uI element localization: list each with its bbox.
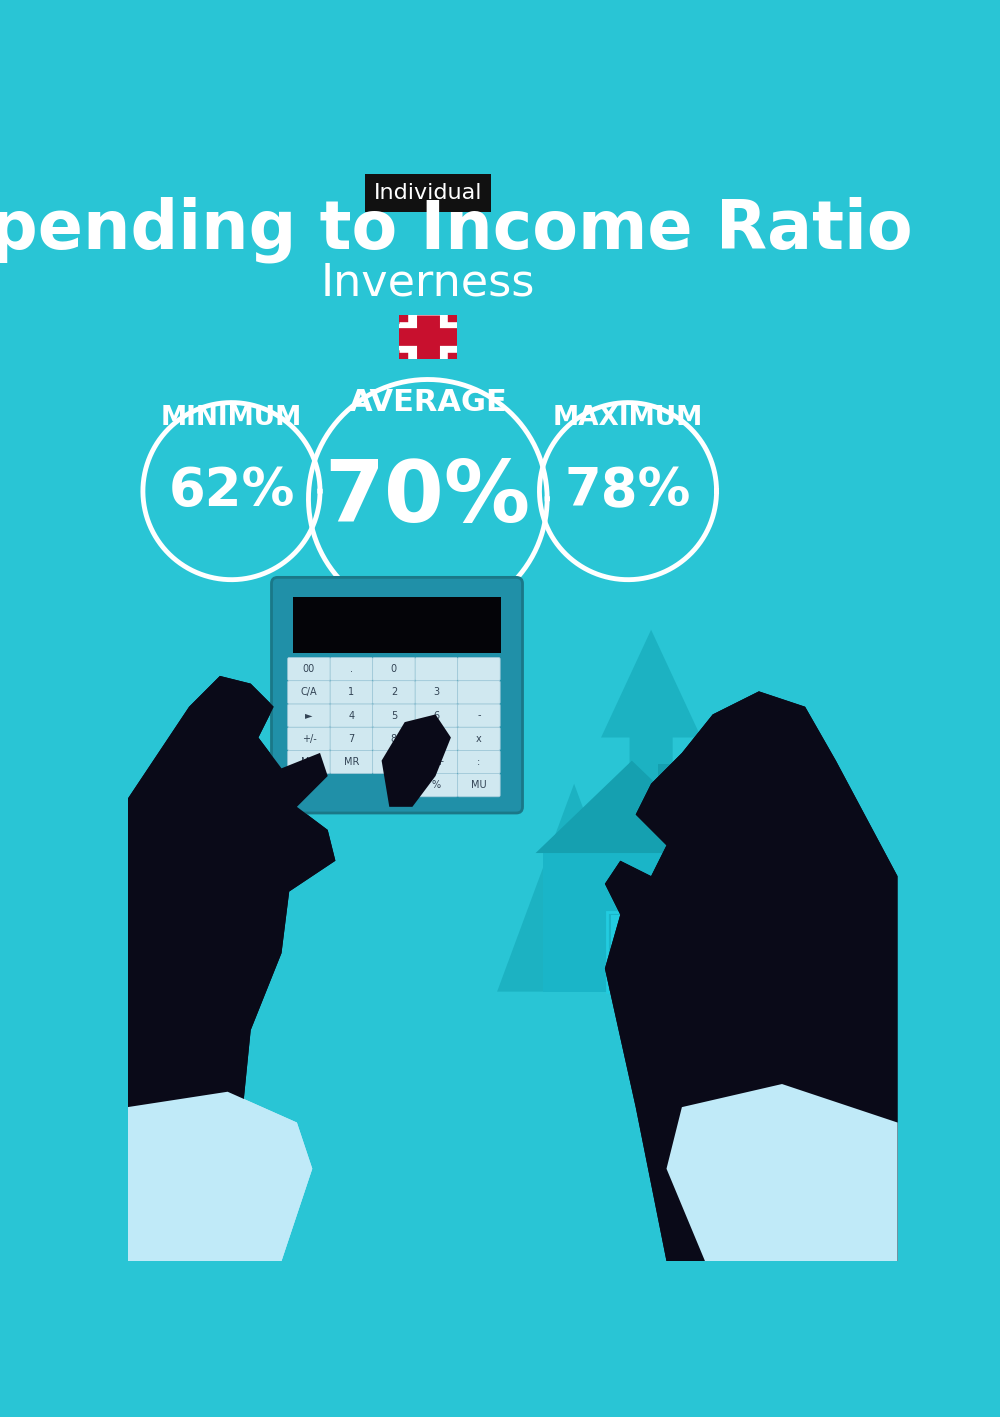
Text: M-: M- xyxy=(388,757,400,767)
FancyBboxPatch shape xyxy=(288,657,330,680)
Text: 7: 7 xyxy=(348,734,355,744)
Text: -: - xyxy=(477,710,481,720)
Text: .: . xyxy=(350,665,353,674)
Text: 0: 0 xyxy=(391,665,397,674)
FancyBboxPatch shape xyxy=(458,727,500,751)
Bar xyxy=(399,315,457,360)
FancyBboxPatch shape xyxy=(458,774,500,796)
Polygon shape xyxy=(536,761,728,853)
Text: Spending to Income Ratio: Spending to Income Ratio xyxy=(0,196,913,262)
FancyBboxPatch shape xyxy=(373,704,415,727)
Text: $: $ xyxy=(792,922,819,961)
Text: x: x xyxy=(476,734,482,744)
Text: :: : xyxy=(477,757,481,767)
FancyBboxPatch shape xyxy=(373,751,415,774)
FancyBboxPatch shape xyxy=(330,727,373,751)
Polygon shape xyxy=(666,1084,898,1261)
FancyBboxPatch shape xyxy=(288,704,330,727)
Text: 5: 5 xyxy=(391,710,397,720)
Bar xyxy=(611,914,649,992)
FancyBboxPatch shape xyxy=(330,657,373,680)
FancyBboxPatch shape xyxy=(415,727,458,751)
FancyBboxPatch shape xyxy=(373,680,415,704)
FancyBboxPatch shape xyxy=(330,704,373,727)
Text: M+: M+ xyxy=(428,757,445,767)
Text: MU: MU xyxy=(471,781,487,791)
Bar xyxy=(794,879,817,898)
Polygon shape xyxy=(128,676,335,1261)
Text: C/A: C/A xyxy=(301,687,317,697)
Polygon shape xyxy=(605,691,898,1261)
Bar xyxy=(705,983,790,992)
Bar xyxy=(607,911,649,992)
FancyBboxPatch shape xyxy=(288,751,330,774)
Text: 8: 8 xyxy=(391,734,397,744)
FancyBboxPatch shape xyxy=(330,680,373,704)
FancyBboxPatch shape xyxy=(415,774,458,796)
Bar xyxy=(705,975,790,982)
FancyBboxPatch shape xyxy=(288,680,330,704)
Text: Individual: Individual xyxy=(374,183,482,203)
Text: MR: MR xyxy=(344,757,359,767)
Text: Inverness: Inverness xyxy=(321,262,535,305)
Bar xyxy=(705,947,790,955)
FancyBboxPatch shape xyxy=(288,727,330,751)
FancyBboxPatch shape xyxy=(458,704,500,727)
Text: MC: MC xyxy=(301,757,317,767)
Text: 3: 3 xyxy=(433,687,439,697)
Text: 62%: 62% xyxy=(168,465,295,517)
Ellipse shape xyxy=(713,896,774,965)
Text: AVERAGE: AVERAGE xyxy=(348,388,507,417)
FancyBboxPatch shape xyxy=(373,657,415,680)
Text: +/-: +/- xyxy=(302,734,316,744)
Text: ►: ► xyxy=(305,710,313,720)
Text: 4: 4 xyxy=(348,710,354,720)
Text: $: $ xyxy=(735,922,752,947)
FancyBboxPatch shape xyxy=(415,704,458,727)
Polygon shape xyxy=(601,629,701,992)
Text: MINIMUM: MINIMUM xyxy=(161,405,302,431)
Text: 70%: 70% xyxy=(325,458,531,540)
Bar xyxy=(293,598,501,653)
FancyBboxPatch shape xyxy=(415,657,458,680)
FancyBboxPatch shape xyxy=(458,657,500,680)
FancyBboxPatch shape xyxy=(458,680,500,704)
Bar xyxy=(543,853,720,992)
Text: 78%: 78% xyxy=(565,465,691,517)
Text: %: % xyxy=(432,781,441,791)
Ellipse shape xyxy=(763,891,847,983)
Text: 6: 6 xyxy=(433,710,439,720)
Polygon shape xyxy=(382,714,451,806)
Polygon shape xyxy=(497,784,651,992)
Polygon shape xyxy=(128,676,335,1261)
Polygon shape xyxy=(666,1084,898,1261)
FancyBboxPatch shape xyxy=(415,751,458,774)
Text: MAXIMUM: MAXIMUM xyxy=(553,405,703,431)
FancyBboxPatch shape xyxy=(330,751,373,774)
FancyBboxPatch shape xyxy=(373,727,415,751)
FancyBboxPatch shape xyxy=(415,680,458,704)
Bar xyxy=(705,965,790,973)
Polygon shape xyxy=(128,1091,312,1261)
Bar xyxy=(705,956,790,964)
FancyBboxPatch shape xyxy=(458,751,500,774)
Text: 2: 2 xyxy=(391,687,397,697)
Text: 9: 9 xyxy=(433,734,439,744)
Text: 1: 1 xyxy=(348,687,354,697)
Polygon shape xyxy=(605,691,898,1261)
Bar xyxy=(658,765,675,806)
Polygon shape xyxy=(559,853,659,992)
Text: 00: 00 xyxy=(303,665,315,674)
Bar xyxy=(734,886,753,901)
Polygon shape xyxy=(128,1091,312,1261)
FancyBboxPatch shape xyxy=(271,577,523,813)
Polygon shape xyxy=(736,752,797,992)
